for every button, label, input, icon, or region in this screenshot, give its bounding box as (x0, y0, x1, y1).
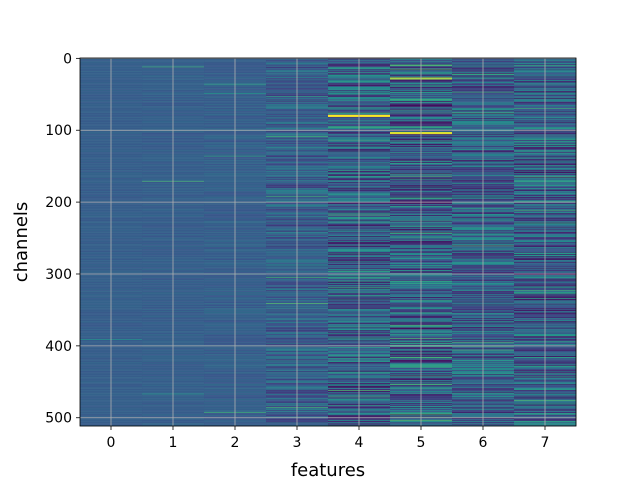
y-tick-label: 500 (45, 411, 72, 427)
y-axis-label: channels (11, 202, 32, 283)
y-tick-label: 200 (45, 195, 72, 211)
y-tick-label: 400 (45, 339, 72, 355)
x-tick-label: 3 (293, 435, 302, 451)
x-tick-label: 6 (479, 435, 488, 451)
x-axis-label: features (291, 460, 365, 480)
grid-lines (80, 57, 576, 426)
y-tick-label: 0 (63, 51, 72, 67)
x-tick-label: 4 (355, 435, 364, 451)
x-tick-label: 1 (169, 435, 178, 451)
x-tick-label: 7 (541, 435, 550, 451)
y-axis-ticks: 0 100 200 300 400 500 (45, 51, 80, 427)
y-tick-label: 100 (45, 123, 72, 139)
plot-frame (79, 57, 577, 427)
x-axis-ticks: 0 1 2 3 4 5 6 7 (107, 426, 550, 451)
x-tick-label: 2 (231, 435, 240, 451)
x-tick-label: 5 (417, 435, 426, 451)
heatmap-cells (80, 58, 577, 427)
x-tick-label: 0 (107, 435, 116, 451)
y-tick-label: 300 (45, 267, 72, 283)
